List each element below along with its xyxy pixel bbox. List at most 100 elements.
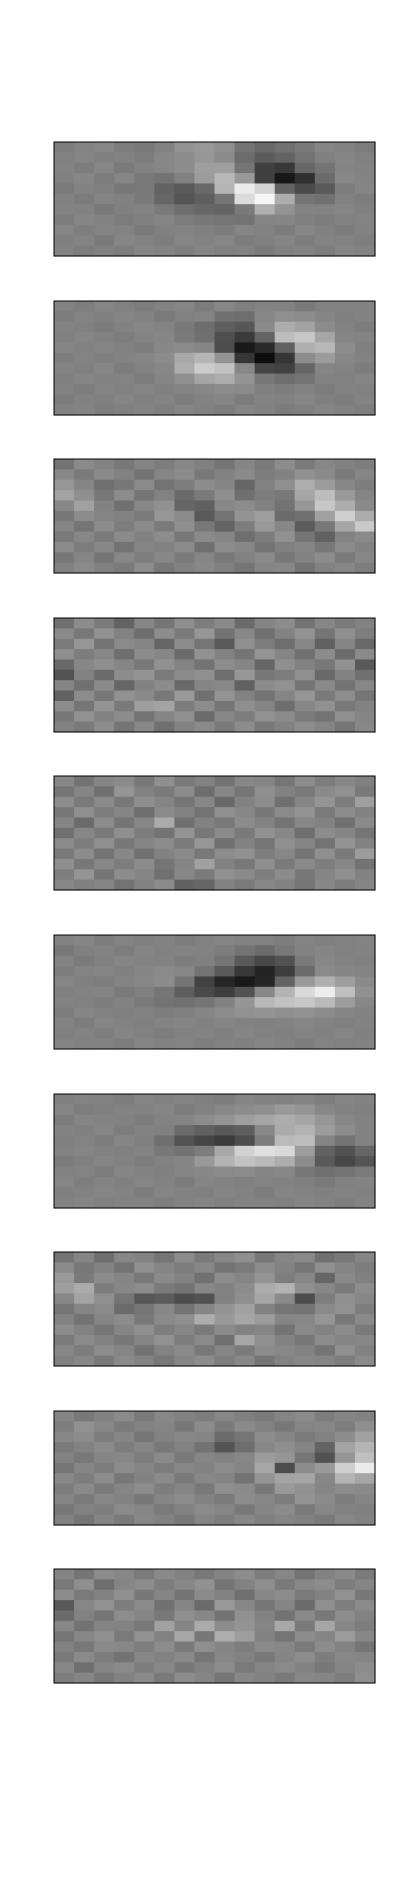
heatmap-cell: [154, 245, 175, 257]
heatmap-cell: [314, 1600, 336, 1612]
heatmap-cell: [254, 332, 276, 344]
heatmap-cell: [194, 1483, 216, 1495]
heatmap-cell: [154, 879, 175, 891]
heatmap-cell: [54, 628, 75, 640]
heatmap-cell: [214, 173, 236, 185]
heatmap-cell: [294, 1569, 316, 1580]
heatmap-cell: [214, 879, 236, 891]
heatmap-cell: [74, 669, 95, 681]
heatmap-cell: [154, 363, 175, 375]
heatmap-cell: [134, 383, 155, 395]
heatmap-cell: [214, 1631, 236, 1643]
heatmap-cell: [234, 1600, 256, 1612]
heatmap-cell: [114, 193, 135, 205]
heatmap-cell: [274, 301, 296, 312]
heatmap-cell: [94, 997, 115, 1009]
heatmap-cell: [94, 479, 115, 491]
heatmap-cell: [174, 1662, 196, 1674]
heatmap-cell: [254, 1283, 276, 1295]
heatmap-cell: [94, 1473, 115, 1485]
heatmap-cell: [74, 352, 95, 364]
heatmap-cell: [194, 618, 216, 629]
heatmap-cell: [214, 1125, 236, 1137]
heatmap-cell: [254, 776, 276, 787]
heatmap-cell: [54, 1610, 75, 1622]
heatmap-cell: [214, 1176, 236, 1188]
heatmap-cell: [214, 1355, 236, 1367]
heatmap-cell: [74, 1355, 95, 1367]
heatmap-cell: [74, 945, 95, 957]
heatmap-cell: [354, 490, 376, 502]
heatmap-cell: [314, 531, 336, 543]
heatmap-cell: [294, 479, 316, 491]
heatmap-cell: [114, 1017, 135, 1029]
heatmap-cell: [334, 869, 356, 881]
heatmap-cell: [234, 618, 256, 629]
heatmap-cell: [94, 986, 115, 998]
heatmap-cell: [174, 976, 196, 988]
heatmap-cell: [294, 869, 316, 881]
heatmap-cell: [294, 459, 316, 470]
heatmap-cell: [234, 1187, 256, 1199]
heatmap-cell: [94, 1156, 115, 1168]
heatmap-cell: [234, 1569, 256, 1580]
heatmap-cell: [194, 879, 216, 891]
heatmap-cell: [294, 1094, 316, 1105]
heatmap-cell: [154, 690, 175, 702]
heatmap-cell: [214, 997, 236, 1009]
heatmap-cell: [274, 690, 296, 702]
heatmap-cell: [354, 869, 376, 881]
heatmap-cell: [194, 152, 216, 164]
heatmap-cell: [194, 562, 216, 574]
heatmap-cell: [234, 490, 256, 502]
heatmap-cell: [214, 786, 236, 798]
heatmap-cell: [174, 373, 196, 385]
heatmap-cell: [134, 1411, 155, 1422]
heatmap-cell: [314, 510, 336, 522]
heatmap-cell: [214, 638, 236, 650]
heatmap-cell: [234, 342, 256, 354]
heatmap-cell: [194, 531, 216, 543]
heatmap-cell: [354, 394, 376, 406]
heatmap-cell: [94, 204, 115, 216]
heatmap-cell: [314, 1355, 336, 1367]
heatmap-cell: [94, 1483, 115, 1495]
heatmap-cell: [294, 500, 316, 512]
heatmap-cell: [194, 786, 216, 798]
heatmap-cell: [174, 1156, 196, 1168]
heatmap-cell: [114, 1125, 135, 1137]
heatmap-cell: [214, 976, 236, 988]
heatmap-cell: [94, 552, 115, 564]
heatmap-cell: [74, 1631, 95, 1643]
heatmap-cell: [114, 1600, 135, 1612]
heatmap-cell: [214, 1104, 236, 1116]
heatmap-cell: [254, 1303, 276, 1315]
heatmap-cell: [234, 404, 256, 416]
heatmap-cell: [314, 669, 336, 681]
heatmap-cell: [354, 955, 376, 967]
heatmap-cell: [314, 204, 336, 216]
heatmap-cell: [354, 700, 376, 712]
heatmap-cell: [214, 1135, 236, 1147]
heatmap-cell: [214, 1504, 236, 1516]
heatmap-cell: [294, 721, 316, 733]
heatmap-cell: [334, 193, 356, 205]
heatmap-cell: [314, 1166, 336, 1178]
heatmap-cell: [174, 301, 196, 312]
heatmap-cell: [54, 776, 75, 787]
heatmap-cell: [234, 786, 256, 798]
heatmap-cell: [74, 680, 95, 692]
heatmap-cell: [254, 1187, 276, 1199]
heatmap-cell: [194, 858, 216, 870]
heatmap-cell: [134, 1600, 155, 1612]
heatmap-cell: [254, 638, 276, 650]
heatmap-cell: [174, 1197, 196, 1209]
heatmap-cell: [354, 500, 376, 512]
heatmap-cell: [254, 1293, 276, 1305]
heatmap-cell: [194, 1631, 216, 1643]
heatmap-cell: [254, 531, 276, 543]
heatmap-cell: [214, 531, 236, 543]
heatmap-cell: [194, 807, 216, 819]
heatmap-cell: [294, 955, 316, 967]
heatmap-cell: [54, 1421, 75, 1433]
